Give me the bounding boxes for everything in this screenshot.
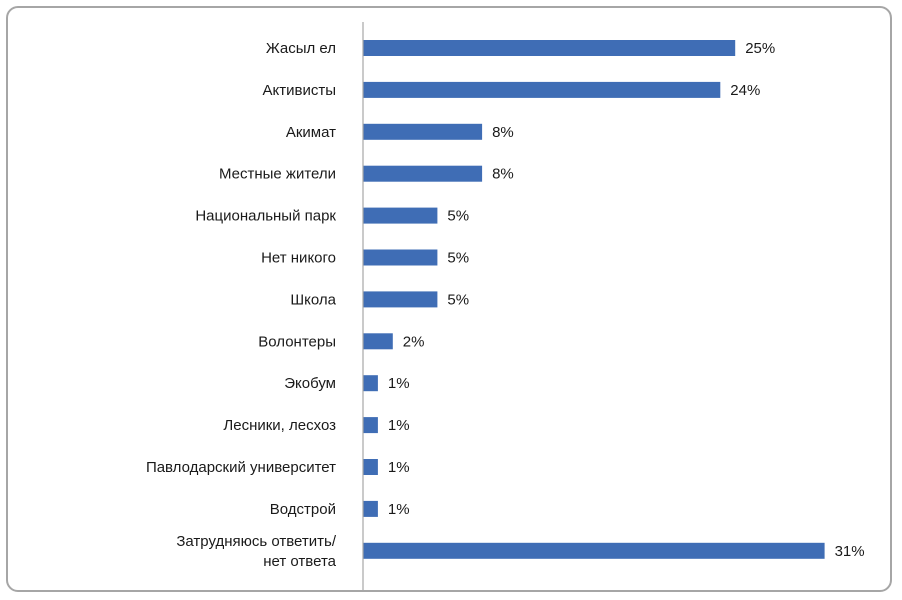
category-label: Павлодарский университет xyxy=(146,459,336,476)
value-label: 1% xyxy=(388,459,410,476)
value-label: 8% xyxy=(492,166,514,183)
value-label: 5% xyxy=(447,291,469,308)
value-label: 1% xyxy=(388,501,410,518)
category-label: Экобум xyxy=(284,375,336,392)
bar xyxy=(363,291,438,308)
category-label: нет ответа xyxy=(263,553,336,570)
value-label: 1% xyxy=(388,417,410,434)
category-label: Водстрой xyxy=(270,501,336,518)
value-label: 8% xyxy=(492,124,514,141)
bar xyxy=(363,500,378,517)
value-label: 31% xyxy=(835,543,865,560)
bar xyxy=(363,40,736,56)
value-label: 1% xyxy=(388,375,410,392)
category-label: Школа xyxy=(290,291,336,308)
bar xyxy=(363,81,721,98)
category-label: Активисты xyxy=(263,82,336,99)
bar xyxy=(363,459,378,475)
bar xyxy=(363,375,378,392)
chart-frame xyxy=(6,6,892,592)
bar xyxy=(363,417,378,434)
bar xyxy=(363,249,438,266)
value-label: 24% xyxy=(730,82,760,99)
category-label: Нет никого xyxy=(261,250,336,267)
category-label: Лесники, лесхоз xyxy=(223,417,336,434)
bar xyxy=(363,333,393,350)
bar xyxy=(363,542,825,559)
category-label: Акимат xyxy=(286,124,336,141)
category-label: Национальный парк xyxy=(195,208,336,225)
category-label: Волонтеры xyxy=(258,333,336,350)
category-label: Жасыл ел xyxy=(266,40,336,57)
bar xyxy=(363,123,483,140)
value-label: 5% xyxy=(447,250,469,267)
category-label: Местные жители xyxy=(219,166,336,183)
bar xyxy=(363,165,483,182)
category-label: Затрудняюсь ответить/ xyxy=(176,533,336,550)
bar xyxy=(363,207,438,224)
value-label: 2% xyxy=(403,333,425,350)
value-label: 25% xyxy=(745,40,775,57)
value-label: 5% xyxy=(447,208,469,225)
